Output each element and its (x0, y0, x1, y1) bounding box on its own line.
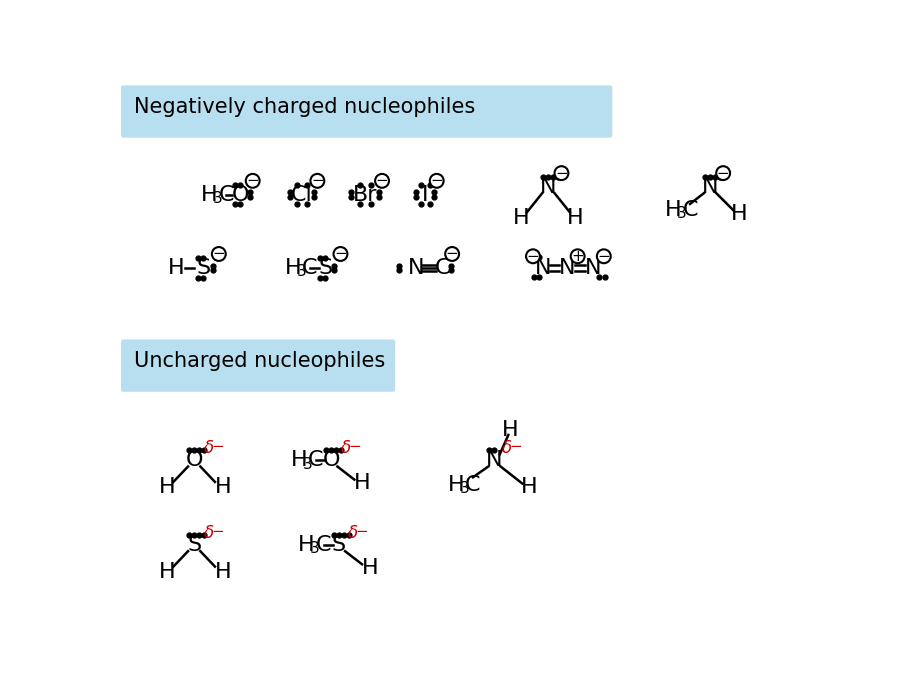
Circle shape (554, 166, 568, 180)
Text: −: − (555, 165, 568, 181)
Circle shape (311, 174, 324, 188)
Text: C: C (302, 258, 317, 278)
Circle shape (430, 174, 444, 188)
Text: H: H (168, 258, 185, 278)
Text: +: + (572, 249, 584, 264)
Text: 3: 3 (311, 541, 320, 556)
Text: H: H (448, 475, 464, 495)
Text: H: H (159, 562, 176, 582)
Text: Uncharged nucleophiles: Uncharged nucleophiles (134, 351, 385, 371)
Text: N: N (584, 258, 601, 278)
Text: C: C (682, 200, 698, 220)
Text: H: H (354, 473, 370, 493)
Text: −: − (246, 173, 259, 188)
Text: Negatively charged nucleophiles: Negatively charged nucleophiles (134, 97, 475, 117)
Text: H: H (201, 185, 218, 205)
Text: Br: Br (353, 185, 378, 205)
Text: C: C (219, 185, 234, 205)
Text: −: − (212, 246, 225, 262)
Text: H: H (159, 477, 176, 498)
Text: H: H (215, 477, 232, 498)
Text: 3: 3 (302, 457, 312, 472)
Text: H: H (290, 450, 307, 471)
Text: δ: δ (502, 439, 512, 457)
Text: H: H (299, 535, 315, 555)
Text: H: H (513, 208, 529, 228)
Text: N: N (540, 177, 557, 197)
Circle shape (334, 247, 347, 261)
Text: S: S (197, 258, 210, 278)
Text: C: C (435, 258, 450, 278)
Text: −: − (211, 439, 224, 454)
Text: H: H (361, 558, 378, 578)
Text: δ: δ (203, 524, 213, 542)
Text: −: − (430, 173, 443, 188)
Text: −: − (376, 173, 389, 188)
Text: C: C (465, 475, 481, 495)
Text: O: O (186, 450, 203, 471)
Text: N: N (702, 177, 719, 197)
Text: H: H (567, 208, 584, 228)
Text: −: − (311, 173, 323, 188)
Text: −: − (510, 439, 523, 454)
Text: Cl: Cl (291, 185, 312, 205)
Text: −: − (446, 246, 459, 262)
Text: N: N (486, 450, 503, 471)
Text: H: H (502, 419, 518, 439)
Text: C: C (316, 535, 331, 555)
Text: H: H (521, 477, 538, 498)
Circle shape (571, 249, 584, 263)
Text: −: − (717, 165, 730, 181)
Text: −: − (527, 249, 539, 264)
Text: 3: 3 (676, 206, 686, 221)
Text: O: O (232, 185, 249, 205)
Text: 3: 3 (460, 482, 470, 496)
Text: S: S (187, 535, 201, 555)
Circle shape (212, 247, 226, 261)
Text: 3: 3 (213, 191, 223, 206)
Circle shape (245, 174, 260, 188)
Circle shape (526, 249, 539, 263)
Circle shape (445, 247, 460, 261)
Text: H: H (664, 200, 681, 220)
Text: −: − (335, 246, 346, 262)
Circle shape (716, 166, 730, 180)
Text: 3: 3 (296, 264, 306, 279)
Text: −: − (597, 249, 610, 264)
Text: H: H (731, 204, 748, 224)
Text: δ: δ (340, 439, 350, 457)
Circle shape (375, 174, 389, 188)
Text: H: H (284, 258, 301, 278)
Text: −: − (356, 524, 369, 538)
Text: −: − (211, 524, 224, 538)
Text: I: I (422, 185, 428, 205)
Text: H: H (215, 562, 232, 582)
Text: −: − (348, 439, 361, 454)
Text: δ: δ (203, 439, 213, 457)
Text: S: S (332, 535, 346, 555)
Text: C: C (308, 450, 323, 471)
Text: N: N (560, 258, 576, 278)
FancyBboxPatch shape (121, 340, 395, 392)
Text: N: N (535, 258, 551, 278)
Text: N: N (408, 258, 425, 278)
Text: S: S (318, 258, 332, 278)
FancyBboxPatch shape (121, 85, 612, 138)
Text: δ: δ (348, 524, 358, 542)
Text: O: O (323, 450, 340, 471)
Circle shape (596, 249, 611, 263)
